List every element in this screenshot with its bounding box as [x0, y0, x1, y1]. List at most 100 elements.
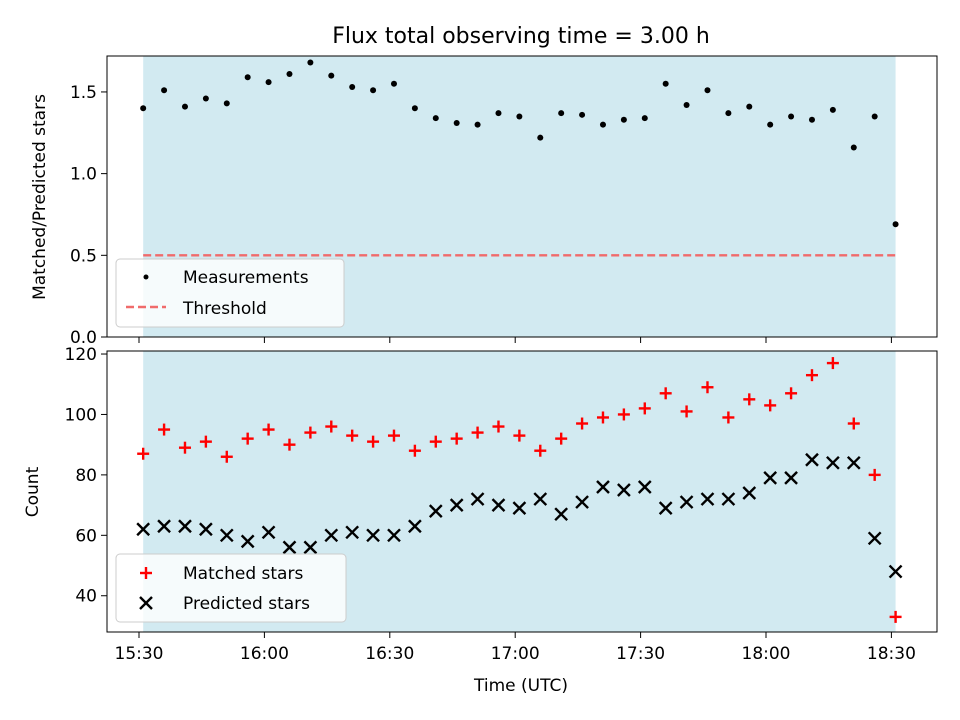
matched-stars-point	[680, 405, 693, 418]
y-tick-label: 0.0	[70, 328, 97, 348]
measurement-point	[579, 111, 586, 118]
measurement-point	[620, 116, 627, 123]
bottom-y-ticks: 40 60 80 100 120	[65, 345, 107, 607]
x-tick-label: 16:30	[365, 644, 414, 664]
measurement-point	[683, 102, 690, 109]
top-legend: Measurements Threshold	[115, 258, 345, 328]
predicted-stars-point	[408, 519, 422, 534]
matched-stars-point	[304, 426, 317, 439]
matched-stars-point	[262, 423, 275, 436]
predicted-stars-point	[366, 528, 380, 543]
top-panel: 0.0 0.5 1.0 1.5 Matched/Predicted stars Mea…	[30, 55, 938, 348]
top-x-ticks	[138, 337, 892, 343]
y-tick-label: 60	[75, 526, 97, 546]
matched-stars-point	[534, 444, 547, 457]
matched-stars-point	[158, 423, 171, 436]
count-points	[136, 357, 903, 623]
measurement-point	[537, 134, 544, 141]
measurement-point	[892, 221, 899, 228]
measurement-point	[223, 100, 230, 107]
predicted-stars-point	[303, 540, 318, 555]
measurement-point	[788, 113, 795, 120]
predicted-stars-point	[554, 507, 569, 522]
y-tick-label: 80	[75, 466, 97, 486]
predicted-stars-point	[575, 495, 589, 509]
matched-stars-point	[450, 432, 463, 445]
matched-stars-point	[826, 357, 839, 370]
matched-stars-point	[847, 417, 860, 430]
measurement-point	[453, 119, 460, 126]
matched-stars-point	[471, 426, 484, 439]
matched-stars-point	[596, 411, 609, 424]
matched-stars-point	[743, 393, 756, 406]
measurement-point	[871, 113, 878, 120]
top-y-ticks: 0.0 0.5 1.0 1.5	[70, 83, 107, 348]
measurement-point	[474, 121, 481, 128]
top-axes-frame	[106, 55, 938, 338]
legend-threshold-label: Threshold	[182, 299, 267, 319]
matched-stars-point	[513, 429, 526, 442]
predicted-stars-point	[763, 471, 778, 485]
measurement-points	[140, 59, 899, 228]
predicted-stars-point	[136, 522, 151, 537]
measurement-point	[328, 72, 335, 79]
predicted-stars-point	[157, 519, 171, 534]
predicted-stars-point	[679, 495, 694, 509]
matched-stars-point	[241, 432, 254, 445]
measurement-point	[181, 103, 188, 110]
matched-stars-point	[701, 381, 714, 394]
measurement-point	[265, 79, 272, 86]
matched-stars-point	[387, 429, 400, 442]
y-tick-label: 120	[65, 345, 97, 365]
legend-matched-label: Matched stars	[183, 564, 303, 584]
predicted-stars-point	[596, 480, 610, 494]
measurement-point	[495, 110, 502, 117]
legend-measurements-label: Measurements	[183, 268, 309, 288]
measurement-point	[599, 121, 606, 128]
predicted-stars-point	[700, 492, 715, 506]
predicted-stars-point	[428, 504, 443, 518]
predicted-stars-point	[846, 455, 861, 470]
predicted-stars-point	[658, 501, 673, 515]
x-tick-label: 18:30	[867, 644, 916, 664]
predicted-stars-point	[282, 540, 297, 555]
bottom-y-axis-label: Count	[23, 466, 43, 517]
measurement-point	[370, 87, 377, 94]
legend-matched-marker	[140, 567, 152, 579]
x-tick-label: 17:30	[616, 644, 665, 664]
measurement-point	[390, 80, 397, 87]
measurement-point	[558, 110, 565, 117]
predicted-stars-point	[345, 525, 360, 540]
y-tick-label: 40	[75, 587, 97, 607]
predicted-stars-point	[637, 480, 652, 494]
predicted-stars-point	[888, 564, 903, 579]
measurement-point	[140, 105, 147, 112]
measurement-point	[161, 87, 168, 94]
measurement-point	[662, 80, 669, 87]
measurement-point	[641, 115, 648, 122]
x-tick-label: 18:00	[742, 644, 791, 664]
bottom-axes-frame	[106, 350, 938, 633]
predicted-stars-point	[178, 519, 192, 534]
matched-stars-point	[137, 447, 150, 460]
predicted-stars-point	[742, 486, 757, 500]
predicted-stars-point	[867, 531, 882, 546]
matched-stars-point	[325, 420, 338, 433]
matched-stars-point	[429, 435, 442, 448]
measurement-point	[307, 59, 314, 66]
legend-measurements-marker	[143, 274, 149, 280]
matched-stars-point	[408, 444, 421, 457]
predicted-stars-point	[533, 492, 548, 506]
matched-stars-point	[367, 435, 380, 448]
matched-stars-point	[576, 417, 589, 430]
measurement-point	[746, 103, 753, 110]
measurement-point	[767, 121, 774, 128]
predicted-stars-point	[387, 528, 401, 543]
predicted-stars-point	[491, 498, 506, 512]
matched-stars-point	[199, 435, 212, 448]
matched-stars-point	[764, 399, 777, 412]
matched-stars-point	[889, 610, 902, 623]
matched-stars-point	[492, 420, 505, 433]
measurement-point	[432, 115, 439, 122]
